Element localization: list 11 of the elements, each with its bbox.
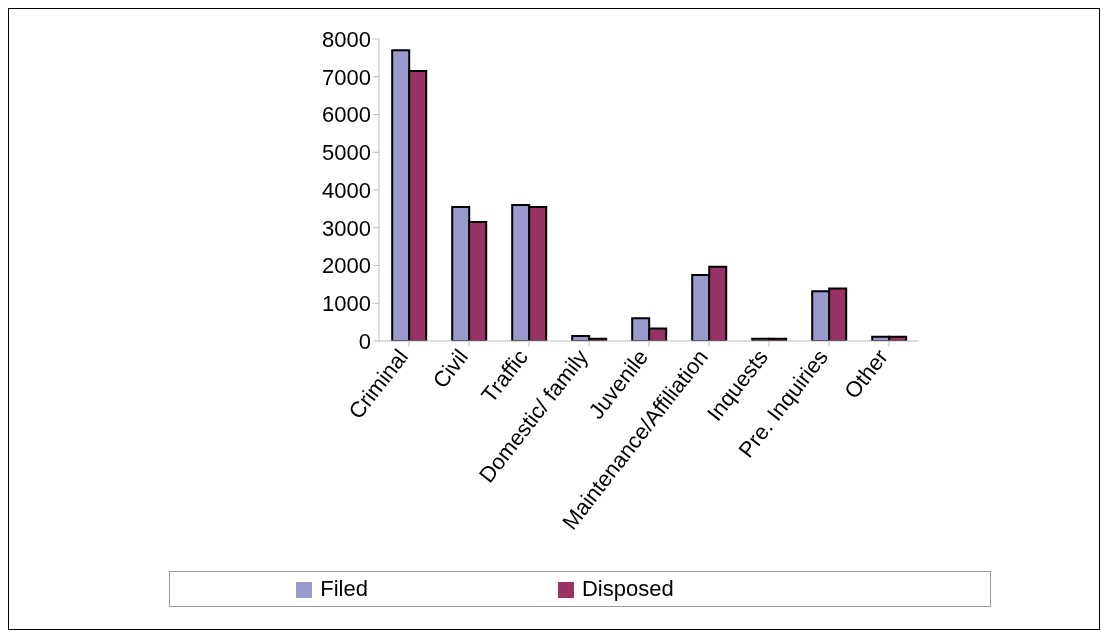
y-tick-label: 7000 [322, 64, 371, 90]
y-tick-label: 5000 [322, 140, 371, 166]
y-tick-label: 0 [358, 328, 371, 354]
y-tick-label: 3000 [322, 215, 371, 241]
y-tick-label: 4000 [322, 177, 371, 203]
y-tick-label: 6000 [322, 102, 371, 128]
legend-label: Filed [320, 576, 368, 601]
y-tick-label: 1000 [322, 291, 371, 317]
y-tick-label: 2000 [322, 253, 371, 279]
y-tick-label: 8000 [322, 26, 371, 52]
legend-label: Disposed [581, 576, 674, 601]
